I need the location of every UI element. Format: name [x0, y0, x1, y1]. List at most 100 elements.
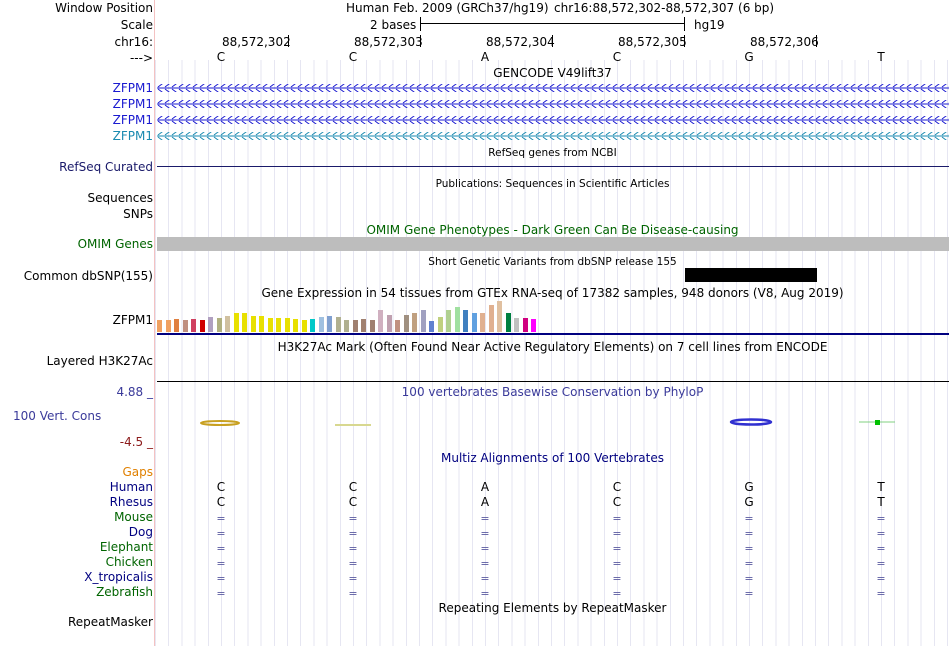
dbsnp-track-title[interactable]: Short Genetic Variants from dbSNP releas…: [428, 256, 677, 268]
gtex-tissue-bar[interactable]: [471, 313, 477, 332]
dbsnp-variant[interactable]: [685, 268, 817, 282]
species-label-zebrafish[interactable]: Zebrafish: [96, 585, 153, 599]
gtex-tissue-bar[interactable]: [199, 320, 205, 332]
gtex-tissue-bar[interactable]: [327, 316, 332, 332]
alignment-match: =: [612, 587, 622, 600]
gtex-tissue-bar[interactable]: [395, 320, 400, 332]
cons-track-title[interactable]: 100 vertebrates Basewise Conservation by…: [401, 385, 704, 399]
omim-track-title[interactable]: OMIM Gene Phenotypes - Dark Green Can Be…: [366, 223, 739, 237]
refseq-label[interactable]: RefSeq Curated: [59, 160, 153, 174]
sequence-base: A: [480, 50, 490, 64]
refseq-gene-line[interactable]: [157, 166, 949, 167]
assembly-text[interactable]: Human Feb. 2009 (GRCh37/hg19): [346, 1, 549, 15]
gtex-tissue-bar[interactable]: [514, 318, 519, 332]
species-label-x-tropicalis[interactable]: X_tropicalis: [84, 570, 153, 584]
gtex-tissue-bar[interactable]: [403, 315, 409, 332]
gtex-tissue-bar[interactable]: [446, 310, 451, 332]
gencode-transcripts[interactable]: [157, 80, 949, 144]
transcript-line[interactable]: [157, 100, 949, 108]
gtex-tissue-bar[interactable]: [531, 319, 536, 332]
transcript-line[interactable]: [157, 132, 949, 140]
alignment-base: C: [216, 495, 226, 509]
gtex-tissue-bar[interactable]: [437, 317, 443, 332]
gtex-tissue-bar[interactable]: [369, 320, 375, 332]
alignment-match: =: [348, 572, 358, 585]
gtex-track-title[interactable]: Gene Expression in 54 tissues from GTEx …: [261, 286, 844, 300]
alignment-match: =: [876, 557, 886, 570]
gtex-tissue-bar[interactable]: [480, 313, 485, 332]
gtex-tissue-bar[interactable]: [174, 319, 179, 332]
gtex-tissue-bar[interactable]: [463, 310, 468, 332]
gtex-label[interactable]: ZFPM1: [112, 313, 153, 327]
gtex-tissue-bar[interactable]: [208, 317, 213, 332]
multiz-track-title[interactable]: Multiz Alignments of 100 Vertebrates: [440, 451, 665, 465]
species-label-elephant[interactable]: Elephant: [99, 540, 153, 554]
gaps-label[interactable]: Gaps: [122, 465, 153, 479]
gtex-tissue-bar[interactable]: [497, 301, 502, 332]
gtex-tissue-bar[interactable]: [225, 316, 230, 332]
species-label-dog[interactable]: Dog: [128, 525, 153, 539]
gtex-tissue-bar[interactable]: [293, 319, 298, 332]
gencode-track-title[interactable]: GENCODE V49lift37: [493, 66, 612, 80]
gtex-tissue-bar[interactable]: [361, 319, 366, 332]
cons-plot[interactable]: [157, 414, 949, 434]
gencode-label[interactable]: ZFPM1: [112, 97, 153, 111]
gtex-tissue-bar[interactable]: [420, 310, 426, 332]
h3k27ac-label[interactable]: Layered H3K27Ac: [46, 354, 153, 368]
gtex-tissue-bar[interactable]: [233, 313, 239, 332]
h3k27ac-track-title[interactable]: H3K27Ac Mark (Often Found Near Active Re…: [277, 340, 828, 354]
gtex-tissue-bar[interactable]: [250, 316, 256, 332]
gtex-tissue-bar[interactable]: [165, 320, 171, 332]
transcript-line[interactable]: [157, 84, 949, 92]
refseq-track-title[interactable]: RefSeq genes from NCBI: [488, 147, 617, 159]
alignment-match: =: [216, 527, 226, 540]
species-label-human[interactable]: Human: [109, 480, 153, 494]
publications-track-title[interactable]: Publications: Sequences in Scientific Ar…: [435, 178, 670, 190]
gtex-tissue-bar[interactable]: [335, 317, 341, 332]
omim-label[interactable]: OMIM Genes: [77, 237, 153, 251]
sequence-base: C: [216, 50, 226, 64]
repeatmasker-label[interactable]: RepeatMasker: [67, 615, 153, 629]
gtex-tissue-bar[interactable]: [344, 320, 349, 332]
dbsnp-label[interactable]: Common dbSNP(155): [23, 269, 153, 283]
gtex-tissue-bar[interactable]: [216, 318, 222, 332]
gtex-tissue-bar[interactable]: [378, 310, 383, 332]
gtex-tissue-bar[interactable]: [412, 313, 417, 332]
gtex-tissue-bar[interactable]: [284, 318, 290, 332]
gtex-bar-chart[interactable]: [157, 301, 537, 332]
gtex-tissue-bar[interactable]: [352, 320, 358, 332]
coord-tick-mark: [684, 35, 685, 47]
gtex-tissue-bar[interactable]: [182, 320, 188, 332]
gtex-tissue-bar[interactable]: [276, 318, 281, 332]
gtex-tissue-bar[interactable]: [242, 313, 247, 332]
transcript-line[interactable]: [157, 116, 949, 124]
gtex-tissue-bar[interactable]: [157, 320, 162, 332]
snps-label[interactable]: SNPs: [123, 207, 153, 221]
gtex-tissue-bar[interactable]: [429, 321, 434, 332]
gtex-tissue-bar[interactable]: [386, 315, 392, 332]
repeatmasker-track-title[interactable]: Repeating Elements by RepeatMasker: [438, 601, 667, 615]
gtex-tissue-bar[interactable]: [318, 317, 324, 332]
gtex-tissue-bar[interactable]: [310, 319, 315, 332]
gtex-tissue-bar[interactable]: [191, 319, 196, 332]
coord-tick: 88,572,303: [354, 35, 423, 49]
gtex-tissue-bar[interactable]: [488, 305, 494, 332]
gtex-tissue-bar[interactable]: [301, 320, 307, 332]
alignment-base: A: [480, 495, 490, 509]
species-label-chicken[interactable]: Chicken: [105, 555, 153, 569]
gencode-label[interactable]: ZFPM1: [112, 113, 153, 127]
gtex-tissue-bar[interactable]: [267, 318, 273, 332]
position-text[interactable]: chr16:88,572,302-88,572,307 (6 bp): [554, 1, 775, 15]
omim-gene-bar[interactable]: [157, 237, 949, 251]
species-label-mouse[interactable]: Mouse: [114, 510, 153, 524]
gtex-tissue-bar[interactable]: [522, 318, 528, 332]
gencode-label[interactable]: ZFPM1: [112, 81, 153, 95]
gtex-tissue-bar[interactable]: [259, 316, 264, 332]
sequences-label[interactable]: Sequences: [87, 191, 153, 205]
gtex-tissue-bar[interactable]: [505, 313, 511, 332]
gencode-label[interactable]: ZFPM1: [112, 129, 153, 143]
gtex-tissue-bar[interactable]: [454, 307, 460, 332]
cons-label[interactable]: 100 Vert. Cons: [13, 409, 102, 423]
species-label-rhesus[interactable]: Rhesus: [109, 495, 153, 509]
